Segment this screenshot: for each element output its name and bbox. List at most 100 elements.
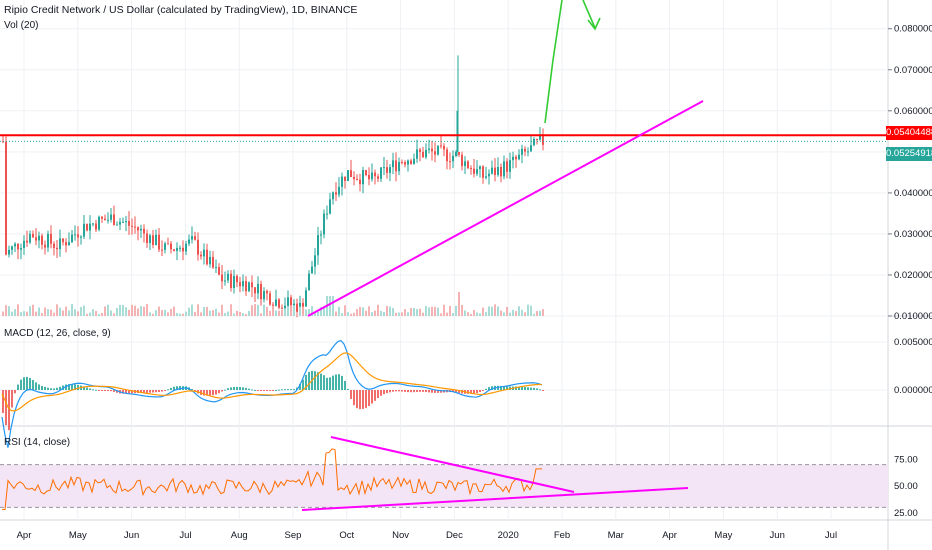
volume-bar	[407, 312, 409, 316]
macd-hist-bar	[527, 387, 529, 390]
macd-hist-bar	[17, 384, 19, 390]
volume-bar	[200, 312, 202, 316]
volume-bar	[104, 306, 106, 316]
volume-bar	[38, 307, 40, 316]
macd-hist-bar	[389, 390, 391, 393]
volume-bar	[116, 307, 118, 316]
volume-bar	[281, 309, 283, 316]
volume-bar	[533, 313, 535, 316]
volume-bar	[140, 306, 142, 316]
candle-body	[530, 145, 532, 152]
volume-bar	[182, 313, 184, 316]
macd-hist-bar	[83, 386, 85, 390]
macd-hist-bar	[434, 390, 436, 393]
macd-hist-bar	[380, 390, 382, 396]
volume-bar	[398, 312, 400, 316]
candle-body	[332, 192, 334, 200]
candle-body	[68, 242, 70, 246]
candle-body	[371, 172, 373, 180]
candle-body	[164, 243, 166, 250]
volume-bar	[173, 306, 175, 316]
time-tick-label: May	[714, 530, 732, 541]
macd-hist-bar	[530, 387, 532, 390]
volume-bar	[527, 304, 529, 316]
volume-bar	[539, 310, 541, 316]
time-tick-label: May	[69, 530, 87, 541]
candle-body	[359, 179, 361, 185]
candle-body	[470, 168, 472, 170]
macd-hist-bar	[161, 390, 163, 392]
candle-body	[527, 151, 529, 153]
macd-hist-bar	[8, 390, 10, 431]
candle-body	[272, 304, 274, 306]
volume-bar	[269, 310, 271, 316]
candle-body	[422, 151, 424, 158]
candle-body	[449, 161, 451, 163]
volume-bar	[461, 304, 463, 316]
macd-hist-bar	[392, 390, 394, 392]
volume-bar	[362, 307, 364, 316]
candle-body	[491, 167, 493, 174]
candle-body	[233, 275, 235, 289]
macd-hist-bar	[113, 390, 115, 392]
volume-bar	[251, 305, 253, 316]
volume-bar	[119, 304, 121, 316]
volume-bar	[371, 312, 373, 316]
trendline	[307, 100, 704, 317]
price-tick-label: 0.08000000	[894, 24, 932, 35]
candle-body	[194, 236, 196, 240]
volume-bar	[17, 304, 19, 316]
volume-bar	[89, 312, 91, 316]
rsi-line	[2, 448, 542, 511]
macd-hist-bar	[488, 387, 490, 390]
rsi-tick-label: 75.00	[894, 454, 918, 465]
candle-body	[410, 160, 412, 164]
volume-bar	[8, 306, 10, 316]
macd-hist-bar	[386, 390, 388, 394]
macd-hist-bar	[266, 390, 268, 391]
candle-body	[419, 149, 421, 152]
macd-hist-bar	[242, 387, 244, 390]
macd-hist-bar	[422, 390, 424, 392]
macd-hist-bar	[107, 390, 109, 391]
macd-histogram	[2, 370, 544, 431]
candle-body	[428, 148, 430, 150]
candle-body	[515, 156, 517, 160]
price-tick-label: 0.03000000	[894, 229, 932, 240]
macd-hist-bar	[347, 388, 349, 390]
volume-bar	[332, 296, 334, 316]
volume-bar	[20, 312, 22, 316]
time-tick-label: Apr	[17, 530, 32, 541]
candle-body	[539, 134, 541, 140]
volume-bar	[350, 313, 352, 316]
candle-body	[239, 282, 241, 287]
macd-hist-bar	[350, 390, 352, 399]
volume-bar	[506, 306, 508, 316]
volume-bar	[110, 310, 112, 316]
candle-body	[125, 221, 127, 223]
candle-body	[476, 169, 478, 174]
candle-body	[218, 267, 220, 275]
volume-bar	[374, 310, 376, 316]
macd-hist-bar	[320, 373, 322, 390]
candle-body	[485, 176, 487, 178]
candle-body	[374, 172, 376, 177]
candle-body	[509, 160, 511, 172]
candle-body	[128, 221, 130, 226]
macd-hist-bar	[458, 390, 460, 393]
candle-body	[26, 240, 28, 243]
volume-bar	[359, 307, 361, 316]
volume-bar	[161, 310, 163, 316]
candle-body	[65, 242, 67, 246]
macd-hist-bar	[11, 390, 13, 408]
macd-hist-bar	[245, 387, 247, 390]
volume-bar	[536, 311, 538, 316]
candle-body	[314, 255, 316, 267]
macd-hist-bar	[218, 390, 220, 394]
candle-body	[71, 234, 73, 243]
volume-bar	[248, 310, 250, 316]
volume-bar	[149, 312, 151, 316]
volume-bar	[53, 312, 55, 316]
volume-bar	[299, 306, 301, 316]
